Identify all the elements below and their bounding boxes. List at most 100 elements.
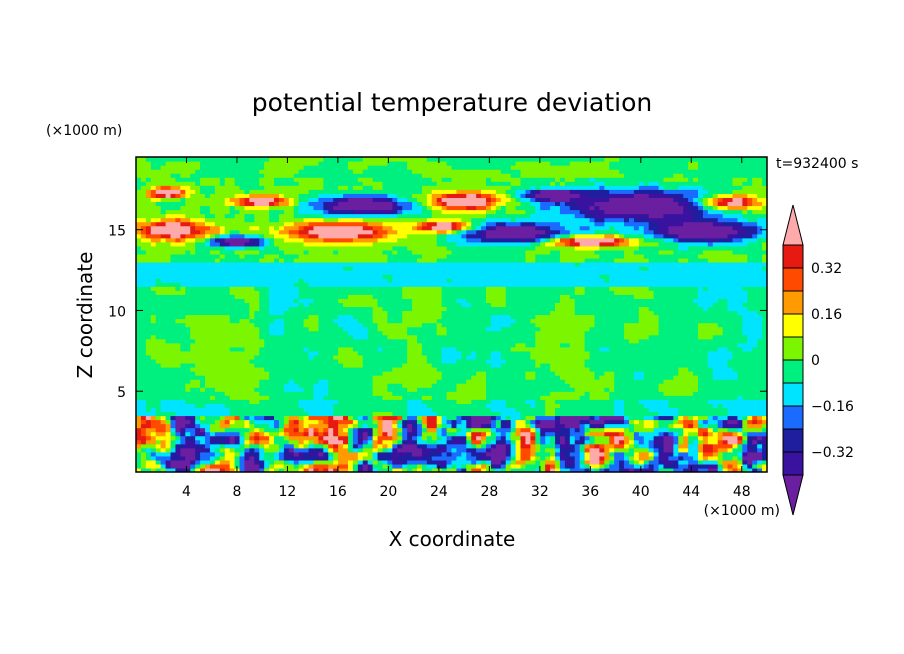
contour-cell <box>742 439 748 445</box>
contour-cell <box>495 197 502 203</box>
contour-cell <box>466 237 482 243</box>
contour-cell <box>594 177 665 182</box>
contour-cell <box>609 274 767 279</box>
contour-cell <box>673 197 679 203</box>
contour-cell <box>742 419 748 425</box>
contour-cell <box>520 221 536 227</box>
contour-cell <box>604 463 610 469</box>
contour-cell <box>762 443 767 449</box>
contour-cell <box>416 439 428 445</box>
contour-cell <box>584 391 591 396</box>
contour-cell <box>313 463 329 469</box>
contour-cell <box>505 290 576 295</box>
contour-cell <box>555 447 561 453</box>
contour-cell <box>205 443 211 449</box>
contour-cell <box>747 294 767 299</box>
contour-cell <box>219 451 226 457</box>
contour-cell <box>574 463 581 469</box>
contour-cell <box>362 427 369 433</box>
contour-cell <box>486 435 497 441</box>
contour-cell <box>697 435 704 441</box>
contour-cell <box>540 225 551 231</box>
contour-cell <box>648 306 704 312</box>
colorbar-tick-label: 0.16 <box>811 307 842 323</box>
contour-cell <box>264 443 270 449</box>
contour-cell <box>490 443 497 449</box>
contour-cell <box>136 253 172 259</box>
contour-cell <box>628 241 640 247</box>
contour-cell <box>752 463 758 469</box>
contour-cell <box>722 330 743 336</box>
contour-cell <box>175 451 181 457</box>
contour-cell <box>555 201 561 207</box>
contour-cell <box>150 423 167 429</box>
contour-cell <box>145 415 152 421</box>
contour-cell <box>288 439 300 445</box>
contour-cell <box>520 415 527 421</box>
contour-cell <box>318 233 359 239</box>
contour-cell <box>555 467 561 472</box>
contour-cell <box>136 350 147 356</box>
contour-cell <box>416 415 423 421</box>
contour-cell <box>490 350 502 356</box>
contour-cell <box>259 302 270 308</box>
contour-cell <box>362 447 374 453</box>
contour-cell <box>372 431 379 437</box>
contour-cell <box>742 302 767 308</box>
contour-cell <box>254 354 310 360</box>
contour-cell <box>421 435 428 441</box>
contour-cell <box>150 415 157 421</box>
contour-cell <box>387 161 408 166</box>
contour-cell <box>717 463 724 469</box>
contour-cell <box>195 447 206 453</box>
contour-cell <box>441 193 448 198</box>
contour-cell <box>377 443 384 449</box>
contour-cell <box>190 326 260 332</box>
contour-cell <box>456 221 462 227</box>
contour-cell <box>697 455 704 461</box>
contour-cell <box>520 463 527 469</box>
contour-cell <box>569 197 610 203</box>
contour-cell <box>259 241 265 247</box>
contour-cell <box>510 423 517 429</box>
contour-cell <box>421 342 517 348</box>
contour-cell <box>328 463 339 469</box>
contour-cell <box>303 387 315 392</box>
contour-cell <box>762 439 767 445</box>
contour-cell <box>421 209 433 215</box>
contour-cell <box>185 435 196 441</box>
contour-cell <box>510 467 536 472</box>
contour-cell <box>283 326 310 332</box>
contour-cell <box>136 189 147 194</box>
contour-cell <box>288 415 300 421</box>
contour-cell <box>357 423 364 429</box>
contour-cell <box>653 463 660 469</box>
contour-cell <box>377 451 393 457</box>
contour-cell <box>264 463 270 469</box>
contour-cell <box>402 463 408 469</box>
contour-cell <box>397 201 413 207</box>
contour-cell <box>525 189 531 194</box>
contour-cell <box>614 459 620 465</box>
contour-cell <box>367 467 374 472</box>
contour-cell <box>180 451 196 457</box>
contour-cell <box>638 431 660 437</box>
contour-cell <box>490 399 507 404</box>
contour-cell <box>599 253 625 259</box>
contour-cell <box>441 427 448 433</box>
contour-cell <box>510 165 610 170</box>
contour-cell <box>278 201 290 207</box>
contour-cell <box>239 318 250 324</box>
contour-cell <box>150 334 157 340</box>
contour-cell <box>604 467 610 472</box>
contour-cell <box>712 371 739 376</box>
contour-cell <box>382 330 408 336</box>
contour-cell <box>357 431 364 437</box>
contour-cell <box>757 439 763 445</box>
contour-cell <box>229 233 246 239</box>
contour-cell <box>500 435 507 441</box>
contour-cell <box>486 181 512 186</box>
contour-cell <box>387 257 418 263</box>
contour-cell <box>732 354 767 360</box>
contour-cell <box>421 322 438 328</box>
